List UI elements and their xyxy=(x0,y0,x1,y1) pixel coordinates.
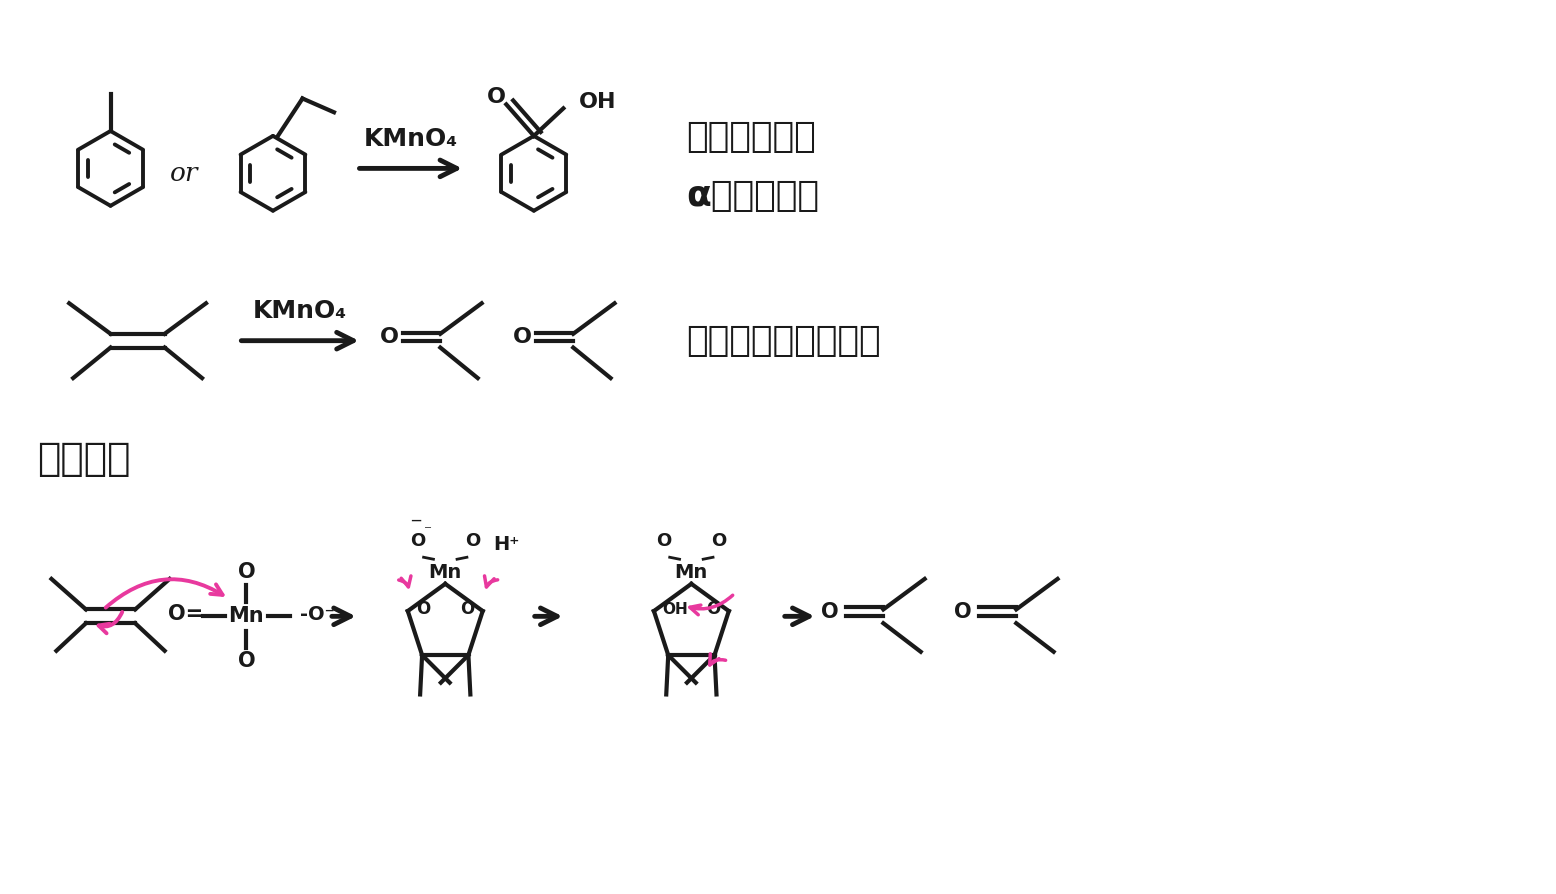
Text: O: O xyxy=(417,600,431,618)
Text: ベンゼン環の: ベンゼン環の xyxy=(686,120,817,154)
Text: O: O xyxy=(487,87,506,106)
Text: O: O xyxy=(238,562,255,582)
Text: O: O xyxy=(822,603,839,622)
Text: α位で切れる: α位で切れる xyxy=(686,179,820,213)
Text: or: or xyxy=(170,161,199,186)
Text: O: O xyxy=(706,600,720,618)
Text: OH: OH xyxy=(579,92,616,113)
Text: O: O xyxy=(657,532,672,550)
Text: Mn: Mn xyxy=(229,606,265,627)
Text: Mn: Mn xyxy=(428,562,462,581)
Text: O: O xyxy=(238,651,255,670)
Text: H⁺: H⁺ xyxy=(493,535,520,554)
Text: O: O xyxy=(465,532,481,550)
Text: O=: O= xyxy=(168,604,202,624)
Text: O: O xyxy=(411,532,425,550)
Text: -O⁻: -O⁻ xyxy=(300,605,335,624)
Text: KMnO₄: KMnO₄ xyxy=(252,299,347,323)
Text: KMnO₄: KMnO₄ xyxy=(364,127,457,151)
Text: O: O xyxy=(380,326,398,347)
Text: O: O xyxy=(711,532,727,550)
Text: O: O xyxy=(954,603,972,622)
Text: Mn: Mn xyxy=(675,562,708,581)
Text: 反応機構: 反応機構 xyxy=(37,440,131,477)
Text: 二重結合は開裂する: 二重結合は開裂する xyxy=(686,324,881,358)
Text: OH: OH xyxy=(663,602,688,617)
Text: ⁻: ⁻ xyxy=(423,523,431,538)
Text: O: O xyxy=(512,326,532,347)
Text: O: O xyxy=(461,600,475,618)
